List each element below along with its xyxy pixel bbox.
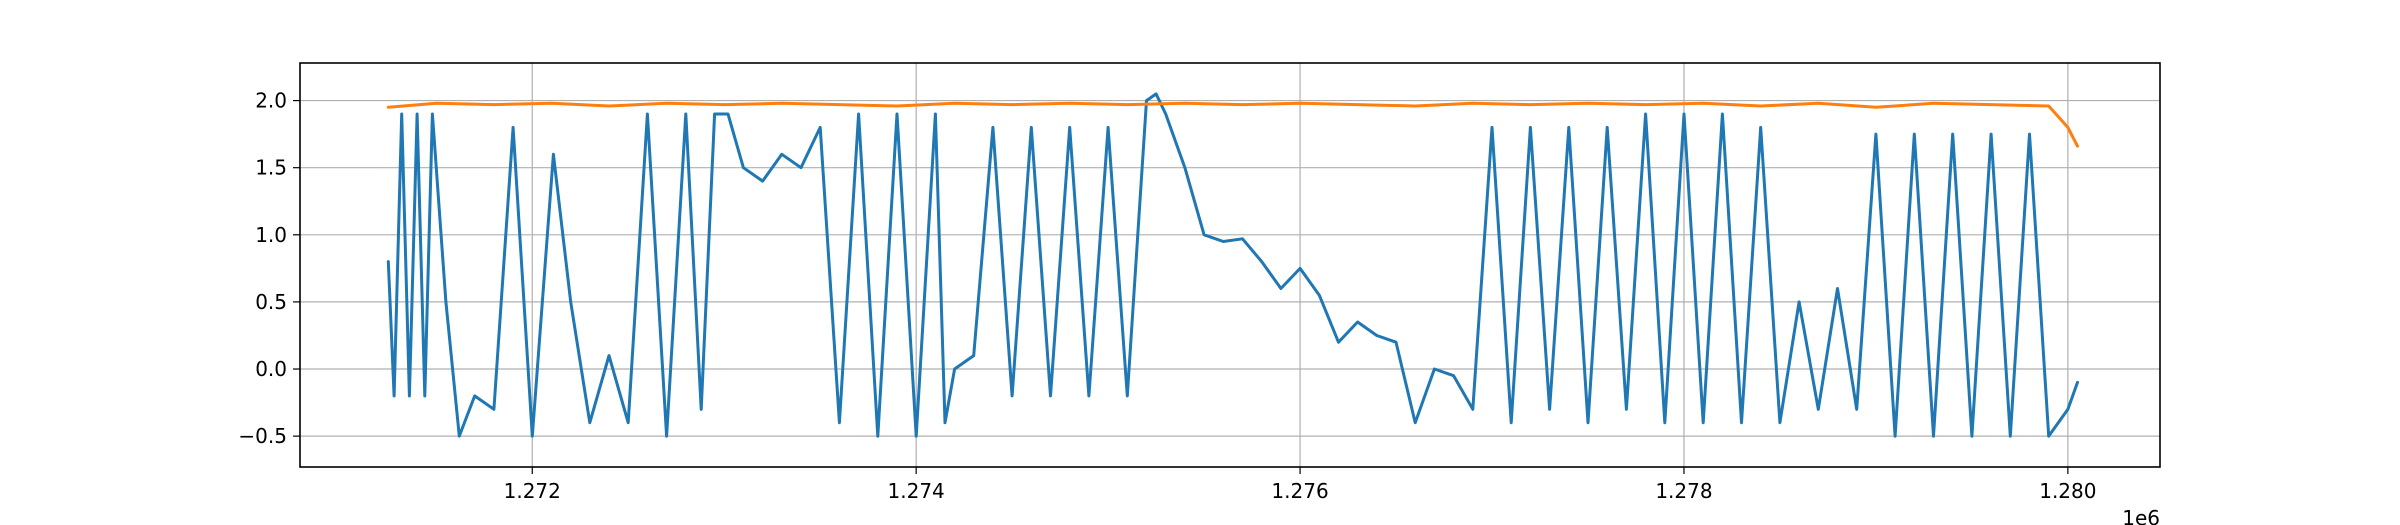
axes-frame [299,62,2161,468]
series-line-1 [386,92,2079,438]
y-axis: −0.5 0.0 0.5 1.0 1.5 2.0 [238,89,300,448]
y-tick-label: 1.5 [255,156,287,180]
x-tick-label: 1.280 [2039,479,2096,503]
x-axis: 1.272 1.274 1.276 1.278 1.280 [504,467,2096,503]
series-lines [386,92,2079,438]
series-line-2 [386,101,2079,148]
x-tick-label: 1.278 [1655,479,1712,503]
y-tick-label: 0.0 [255,357,287,381]
plot-area [300,63,2160,467]
x-tick-label: 1.274 [888,479,945,503]
y-tick-label: 2.0 [255,89,287,113]
y-tick-label: 0.5 [255,290,287,314]
x-tick-label: 1.276 [1271,479,1328,503]
y-tick-label: −0.5 [238,424,287,448]
x-axis-offset-label: 1e6 [2122,506,2160,525]
x-tick-label: 1.272 [504,479,561,503]
y-tick-label: 1.0 [255,223,287,247]
